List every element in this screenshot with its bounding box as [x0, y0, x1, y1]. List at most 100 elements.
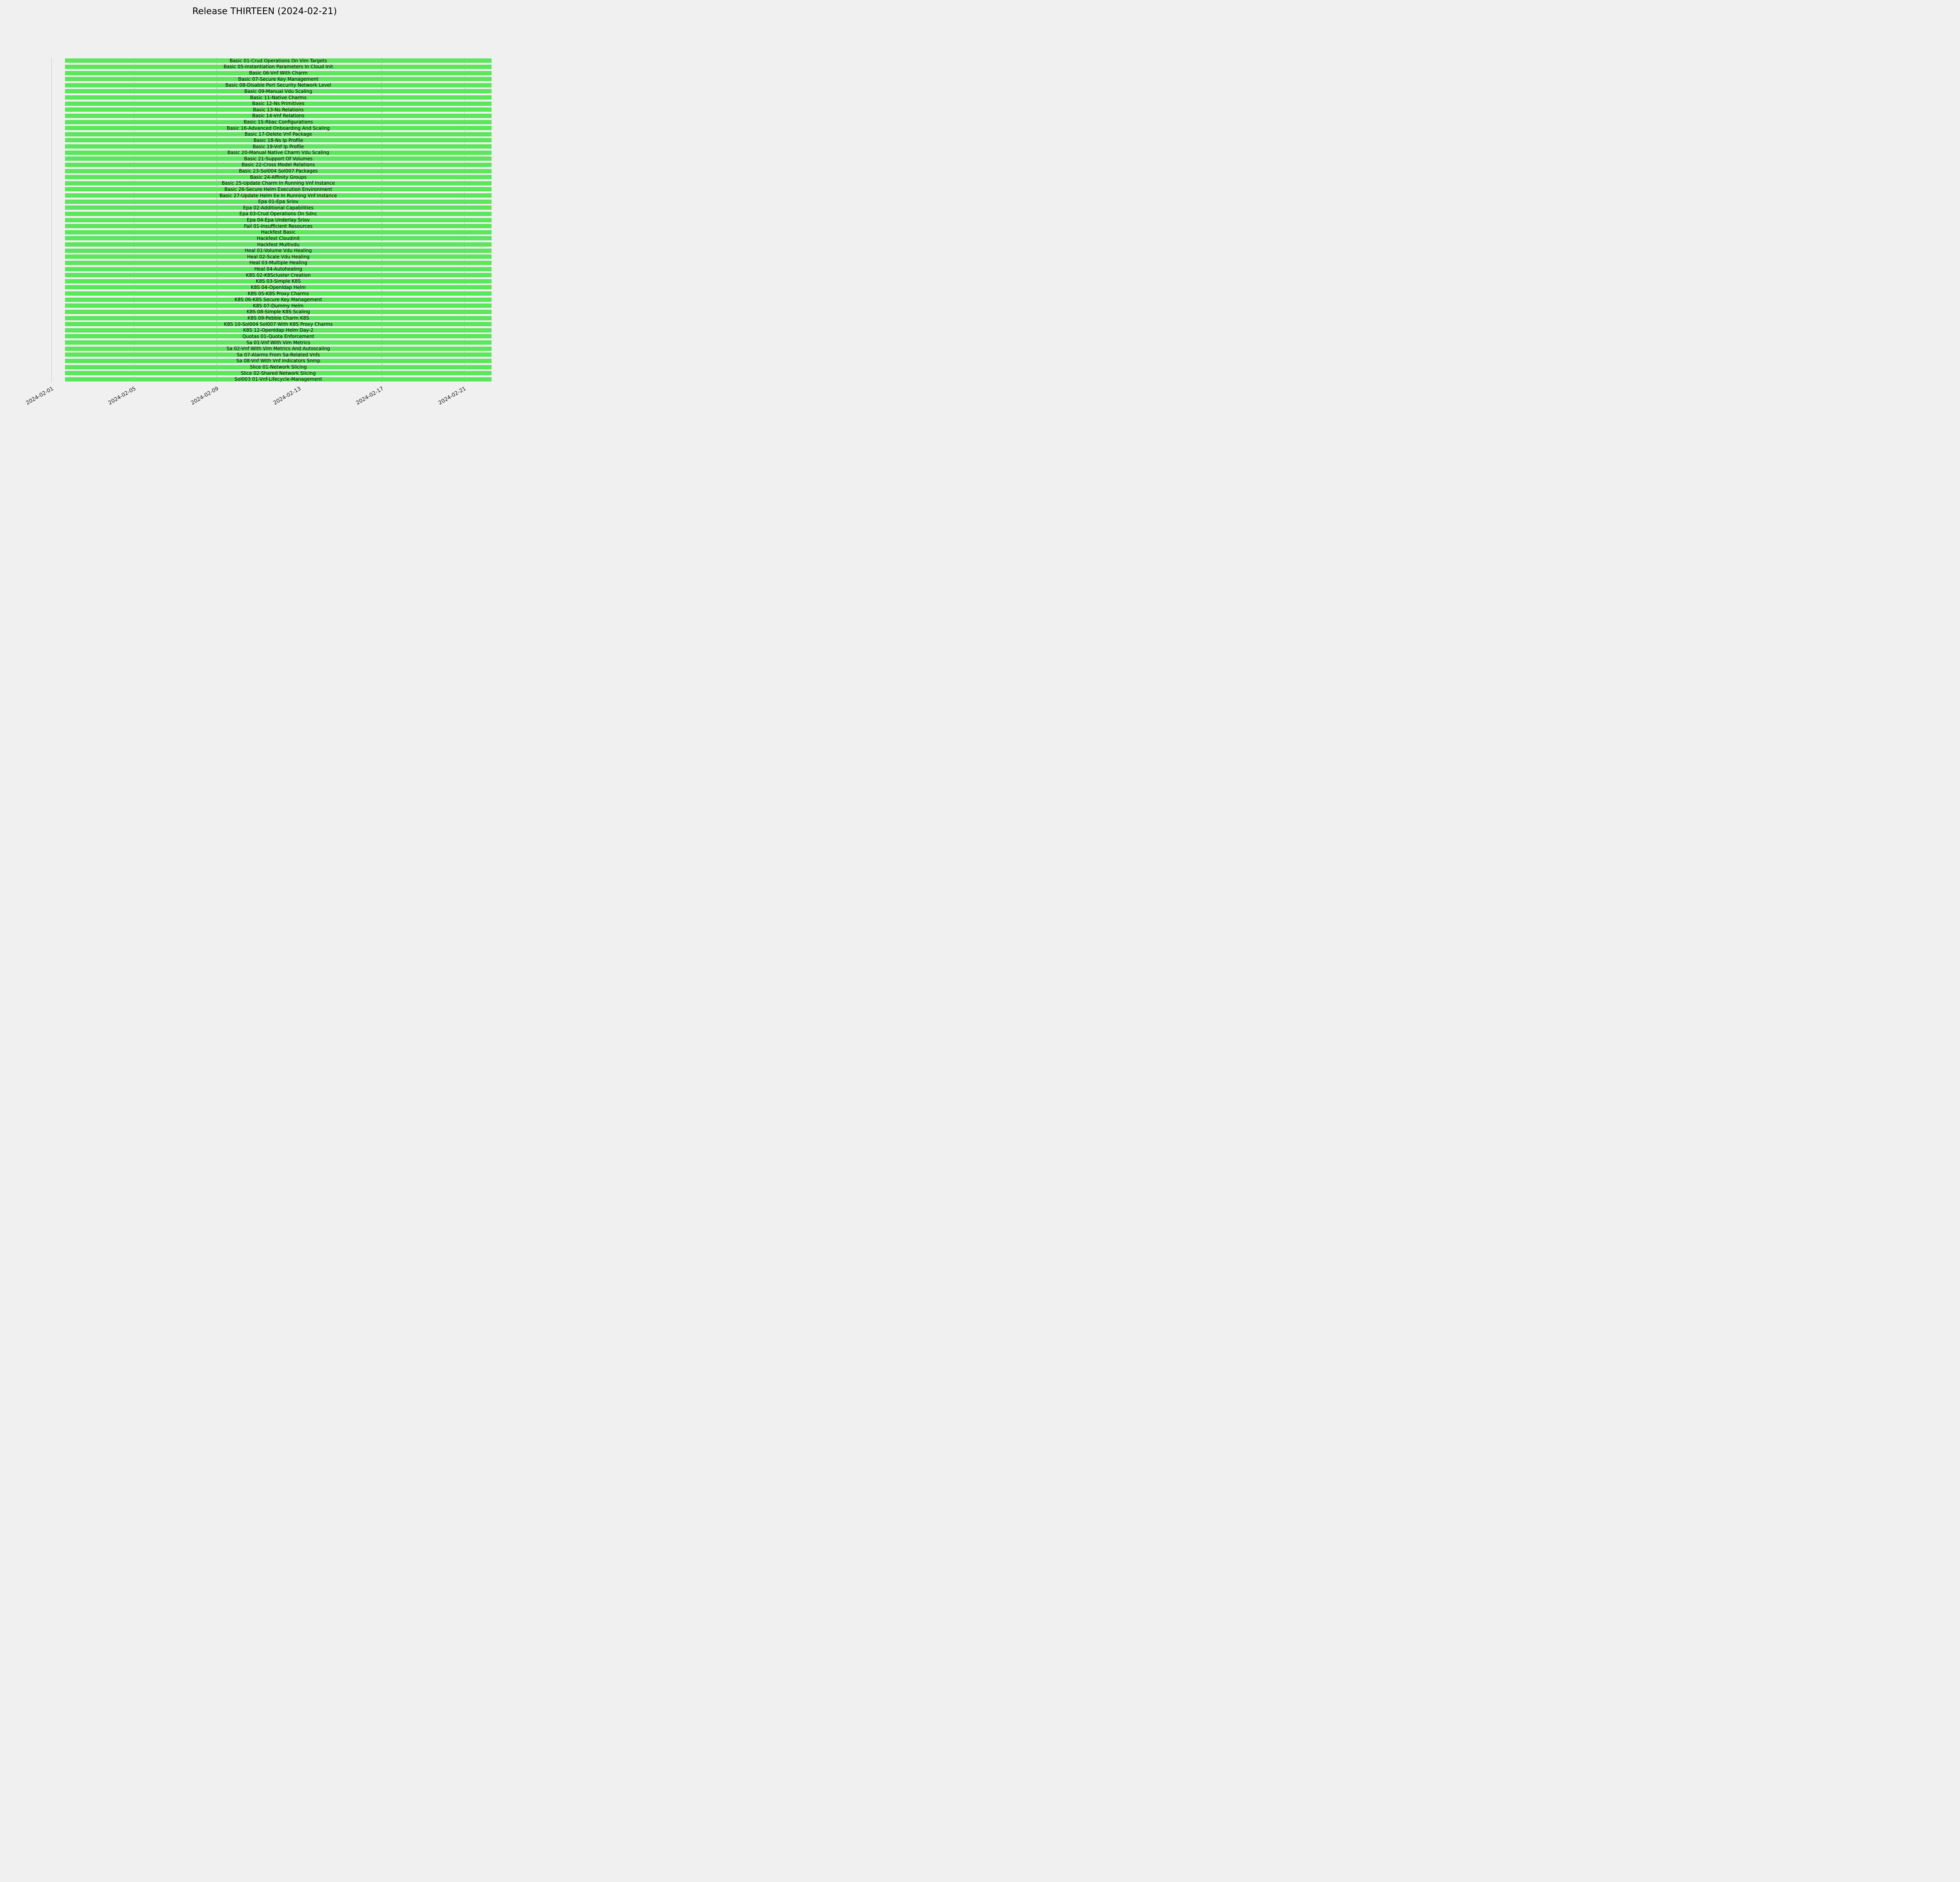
gantt-row: K8S 04-Openldap Helm — [51, 284, 497, 291]
gantt-row: K8S 06-K8S Secure Key Management — [51, 296, 497, 303]
gantt-bar-label: Epa 02-Additional Capabilities — [243, 205, 314, 211]
gantt-chart-figure: Release THIRTEEN (2024-02-21) Basic 01-C… — [0, 0, 529, 470]
gantt-row: Basic 25-Update Charm In Running Vnf Ins… — [51, 180, 497, 187]
gantt-row: K8S 12-Openldap Helm Day-2 — [51, 327, 497, 334]
gantt-bar: Basic 05-Instantiation Parameters In Clo… — [65, 64, 492, 70]
gantt-bar-label: Basic 05-Instantiation Parameters In Clo… — [223, 64, 333, 70]
gantt-bar-label: Sa 02-Vnf With Vim Metrics And Autoscali… — [226, 346, 330, 352]
gantt-bar-label: Quotas 01-Quota Enforcement — [242, 333, 314, 339]
gantt-bar: Sol003 01-Vnf-Lifecycle-Management — [65, 377, 492, 381]
gantt-bar-label: Hackfest Basic — [261, 229, 296, 235]
gantt-row: Basic 13-Ns Relations — [51, 107, 497, 113]
gantt-row: Basic 18-Ns Ip Profile — [51, 137, 497, 144]
gantt-bar: Heal 04-Autohealing — [65, 267, 492, 271]
gantt-bar: Heal 02-Scale Vdu Healing — [65, 254, 492, 259]
gantt-row: Sol003 01-Vnf-Lifecycle-Management — [51, 376, 497, 383]
gantt-bar: K8S 03-Simple K8S — [65, 279, 492, 283]
gantt-bar-label: Basic 01-Crud Operations On Vim Targets — [229, 58, 327, 64]
gantt-bar: Basic 07-Secure Key Management — [65, 77, 492, 82]
gantt-bar: Heal 01-Volume Vdu Healing — [65, 248, 492, 254]
gantt-row: Heal 03-Multiple Healing — [51, 260, 497, 266]
gantt-bar: Hackfest Cloudinit — [65, 236, 492, 241]
gantt-bar-label: Epa 01-Epa Sriov — [258, 199, 299, 205]
gantt-bar: Fail 01-Insufficient Resources — [65, 224, 492, 229]
gantt-bar: K8S 05-K8S Proxy Charms — [65, 291, 492, 296]
gantt-bar-label: Basic 26-Secure Helm Execution Environme… — [224, 186, 332, 192]
gantt-row: Basic 21-Support Of Volumes — [51, 156, 497, 162]
gantt-row: Epa 02-Additional Capabilities — [51, 205, 497, 211]
gantt-row: Heal 02-Scale Vdu Healing — [51, 254, 497, 260]
gantt-row: Heal 04-Autohealing — [51, 266, 497, 272]
gantt-bar: Epa 02-Additional Capabilities — [65, 205, 492, 210]
gantt-row: Basic 23-Sol004 Sol007 Packages — [51, 168, 497, 174]
gantt-bar: Basic 16-Advanced Onboarding And Scaling — [65, 125, 492, 131]
gantt-bar-label: K8S 05-K8S Proxy Charms — [247, 291, 309, 296]
gantt-bar-label: K8S 06-K8S Secure Key Management — [234, 297, 322, 303]
gridline — [51, 58, 52, 382]
gantt-bar-label: Basic 19-Vnf Ip Profile — [252, 144, 304, 149]
gantt-row: K8S 05-K8S Proxy Charms — [51, 291, 497, 297]
gantt-bar: Basic 06-Vnf With Charm — [65, 71, 492, 75]
gantt-bar: Slice 01-Network Slicing — [65, 365, 492, 369]
gantt-bar: K8S 07-Dummy Helm — [65, 303, 492, 308]
gantt-bar: Basic 27-Update Helm Ee In Running Vnf I… — [65, 193, 492, 198]
gantt-row: Basic 06-Vnf With Charm — [51, 70, 497, 76]
gantt-row: Basic 19-Vnf Ip Profile — [51, 144, 497, 150]
gantt-bar-label: Basic 13-Ns Relations — [253, 107, 304, 113]
gantt-row: Basic 22-Cross Model Relations — [51, 162, 497, 168]
gantt-bar: K8S 04-Openldap Helm — [65, 285, 492, 290]
gantt-row: Epa 03-Crud Operations On Sdnc — [51, 211, 497, 217]
gantt-bar-label: Sol003 01-Vnf-Lifecycle-Management — [234, 376, 322, 382]
gantt-row: K8S 08-Simple K8S Scaling — [51, 309, 497, 315]
gantt-bar-label: Slice 02-Shared Network Slicing — [241, 370, 316, 376]
gantt-bar: Basic 15-Rbac Configurations — [65, 120, 492, 124]
gantt-bar-label: Sa 08-Vnf With Vnf Indicators Snmp — [236, 358, 320, 364]
gantt-bar-label: Basic 06-Vnf With Charm — [249, 70, 308, 76]
gantt-row: Sa 08-Vnf With Vnf Indicators Snmp — [51, 358, 497, 364]
gantt-bar: Basic 08-Disable Port Security Network L… — [65, 83, 492, 87]
gantt-row: Basic 14-Vnf Relations — [51, 113, 497, 119]
gantt-bar: Basic 17-Delete Vnf Package — [65, 132, 492, 136]
gantt-row: K8S 09-Pebble Charm K8S — [51, 315, 497, 321]
gantt-row: Basic 17-Delete Vnf Package — [51, 131, 497, 138]
gantt-bar-label: Hackfest Multivdu — [257, 242, 299, 247]
gantt-bar-label: Basic 16-Advanced Onboarding And Scaling — [227, 125, 330, 131]
gantt-bar-label: Basic 18-Ns Ip Profile — [253, 137, 303, 143]
gantt-bar-label: Slice 01-Network Slicing — [250, 364, 307, 370]
gantt-bar: Basic 01-Crud Operations On Vim Targets — [65, 58, 492, 63]
gantt-bar: Basic 25-Update Charm In Running Vnf Ins… — [65, 181, 492, 185]
gantt-bar-label: K8S 08-Simple K8S Scaling — [247, 309, 310, 315]
gantt-row: Epa 01-Epa Sriov — [51, 198, 497, 205]
x-tick-label: 2024-02-21 — [437, 385, 467, 407]
gantt-bar: Sa 08-Vnf With Vnf Indicators Snmp — [65, 358, 492, 364]
gantt-row: Basic 01-Crud Operations On Vim Targets — [51, 58, 497, 64]
gantt-bar: Quotas 01-Quota Enforcement — [65, 333, 492, 339]
gantt-bar-label: Basic 11-Native Charms — [250, 94, 307, 100]
gantt-bar-label: K8S 02-K8Scluster Creation — [246, 272, 311, 278]
gantt-row: Basic 05-Instantiation Parameters In Clo… — [51, 64, 497, 70]
gantt-bar-label: Basic 21-Support Of Volumes — [244, 156, 313, 162]
gantt-row: Basic 26-Secure Helm Execution Environme… — [51, 186, 497, 193]
gantt-bar-label: Heal 04-Autohealing — [254, 266, 303, 272]
gantt-bar: Basic 09-Manual Vdu Scaling — [65, 89, 492, 94]
gantt-row: Sa 02-Vnf With Vim Metrics And Autoscali… — [51, 345, 497, 352]
gantt-bar-label: Heal 02-Scale Vdu Healing — [247, 254, 310, 260]
x-axis: 2024-02-01 2024-02-05 2024-02-09 2024-02-13… — [25, 382, 497, 425]
gantt-row: K8S 10-Sol004 Sol007 With K8S Proxy Char… — [51, 321, 497, 327]
gantt-bar-label: Basic 15-Rbac Configurations — [243, 119, 313, 125]
gantt-row: K8S 03-Simple K8S — [51, 278, 497, 285]
gantt-bar: Basic 14-Vnf Relations — [65, 113, 492, 118]
gantt-bar: Epa 03-Crud Operations On Sdnc — [65, 211, 492, 216]
gantt-bar: K8S 08-Simple K8S Scaling — [65, 309, 492, 315]
gantt-bar-label: Heal 01-Volume Vdu Healing — [245, 248, 312, 254]
gantt-bar-label: Basic 27-Update Helm Ee In Running Vnf I… — [220, 193, 337, 198]
chart-title: Release THIRTEEN (2024-02-21) — [192, 6, 337, 16]
gantt-row: K8S 02-K8Scluster Creation — [51, 272, 497, 278]
gantt-row: Basic 07-Secure Key Management — [51, 76, 497, 82]
gantt-bar: Basic 12-Ns Primitives — [65, 101, 492, 106]
x-tick-label: 2024-02-09 — [190, 385, 220, 407]
gantt-row: Basic 27-Update Helm Ee In Running Vnf I… — [51, 193, 497, 199]
gantt-bar: Basic 13-Ns Relations — [65, 107, 492, 112]
x-tick-label: 2024-02-05 — [107, 385, 137, 407]
gantt-bar-label: Basic 23-Sol004 Sol007 Packages — [239, 168, 318, 174]
